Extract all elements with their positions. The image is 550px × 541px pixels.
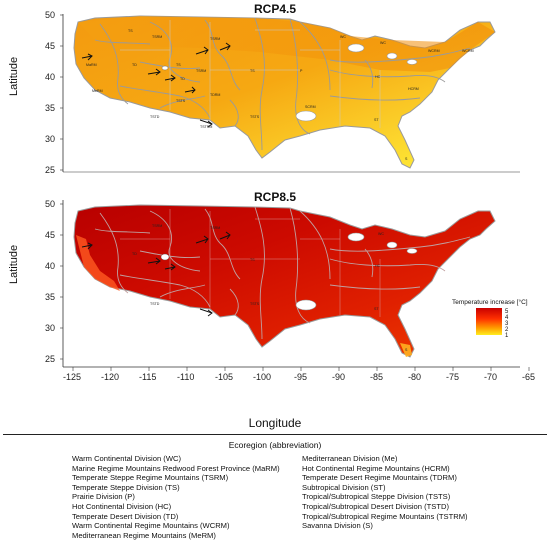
legend-item: Mediterranean Division (Me) [302,454,398,463]
ytick: 30 [45,323,56,333]
region-label-16: P [300,69,303,73]
region-label-12: TD [180,77,185,81]
region-label-9: ST [374,307,379,311]
legend-item: Savanna Division (S) [302,521,373,531]
xtick: -90 [332,372,346,382]
colorbar-tick: 5 [505,309,509,315]
panel-title-rcp85: RCP8.5 [253,190,297,204]
region-label-8: HC [375,264,381,268]
region-label-9: TD [132,63,137,67]
ylabel-rcp85: Latitude [8,244,20,284]
xtick: -120 [101,372,120,382]
colorbar [476,308,502,335]
region-label-4: WC [340,35,346,39]
xtick: -65 [522,372,536,382]
region-label-17: HCRM [408,87,419,91]
legend-item: Tropical/Subtropical Desert Division (TS… [302,501,449,511]
region-label-19: TDRM [210,93,220,97]
xtick: -125 [63,372,82,382]
region-label-3: WC [378,232,384,236]
legend-item: Subtropical Division (ST) [302,482,386,492]
ytick: 40 [45,261,56,271]
legend-item: Temperate Desert Division (TD) [72,511,179,521]
ytick: 40 [45,72,56,82]
region-label-13: TS [250,69,255,73]
legend-item: Tropical/Subtropical Regime Mountains (T… [302,511,468,521]
region-label-20: SCRM [305,105,316,109]
colorbar-tick: 1 [505,333,509,339]
region-label-2: TSRM [152,35,162,39]
region-label-10: TS [176,63,181,67]
region-label-21: ST [374,118,379,122]
panel-title-rcp45: RCP4.5 [253,2,297,16]
map-rcp85: TSRM TSRM WC TD TS TSTS TSTD HC ST S [60,200,530,371]
region-label-3: TSRM [210,37,220,41]
region-label-22: TSTD [150,115,160,119]
ytick: 25 [45,165,56,175]
region-label-2: TSRM [210,226,220,230]
legend-item: Hot Continental Regime Mountains (HCRM) [302,463,450,473]
ytick: 25 [45,354,56,364]
legend-item: Warm Continental Regime Mountains (WCRM) [72,521,230,531]
ytick: 50 [45,199,56,209]
region-label-6: TSTS [250,302,260,306]
xtick: -115 [139,372,157,382]
xtick: -95 [294,372,308,382]
us-outline-rcp85 [73,204,496,358]
xtick: -85 [370,372,384,382]
colorbar-tick: 3 [505,321,509,327]
ytick: 35 [45,103,56,113]
region-label-5: TS [250,258,255,262]
region-label-23: TSTS [250,115,260,119]
colorbar-title: Temperature increase [°C] [452,299,528,306]
legend-item: Marine Regime Mountains Redwood Forest P… [72,463,280,473]
ytick: 35 [45,292,56,302]
ylabel-rcp45: Latitude [8,56,20,96]
legend-item: Temperate Steppe Regime Mountains (TSRM) [72,473,229,483]
legend-title: Ecoregion (abbreviation) [228,440,322,450]
region-label-7: WCRM [462,49,474,53]
ytick: 30 [45,134,56,144]
legend-item: Hot Continental Division (HC) [72,501,172,511]
xtick: -100 [253,372,272,382]
legend-item: Tropical/Subtropical Steppe Division (TS… [302,492,451,502]
region-label-15: MeRM [92,89,103,93]
legend-divider [3,434,547,435]
region-label-1: TS [128,29,133,33]
legend-column-left: Warm Continental Division (WC) Marine Re… [72,454,280,540]
map-rcp45: TS TSRM TSRM WC WC WCRM WCRM MaRM TD TS … [60,14,520,173]
legend-item: Warm Continental Division (WC) [72,454,182,463]
legend-column-right: Mediterranean Division (Me) Hot Continen… [302,454,468,531]
xtick: -110 [177,372,195,382]
region-label-10: S [405,348,408,352]
xtick: -70 [484,372,498,382]
region-label-18: TSTS [176,99,186,103]
colorbar-tick: 4 [505,315,509,321]
region-label-14: HC [375,75,381,79]
region-label-8: MaRM [86,63,97,67]
xtick: -105 [215,372,234,382]
legend-item: Temperate Desert Regime Mountains (TDRM) [302,473,457,483]
ytick: 50 [45,10,56,20]
xlabel-longitude: Longitude [248,416,302,430]
legend-item: Prairie Division (P) [72,492,135,502]
region-label-6: WCRM [428,49,440,53]
legend-item: Mediterranean Regime Mountains (MeRM) [72,530,216,540]
region-label-25: S [405,157,408,161]
colorbar-tick: 2 [505,327,509,333]
region-label-24: TSTRM [200,125,212,129]
region-label-5: WC [380,41,386,45]
xtick: -75 [446,372,460,382]
legend-item: Temperate Steppe Division (TS) [72,482,180,492]
ytick: 45 [45,41,56,51]
region-label-7: TSTD [150,302,160,306]
region-label-11: TSRM [196,69,206,73]
region-label-1: TSRM [152,224,162,228]
ytick: 45 [45,230,56,240]
region-label-4: TD [132,252,137,256]
xtick: -80 [408,372,422,382]
